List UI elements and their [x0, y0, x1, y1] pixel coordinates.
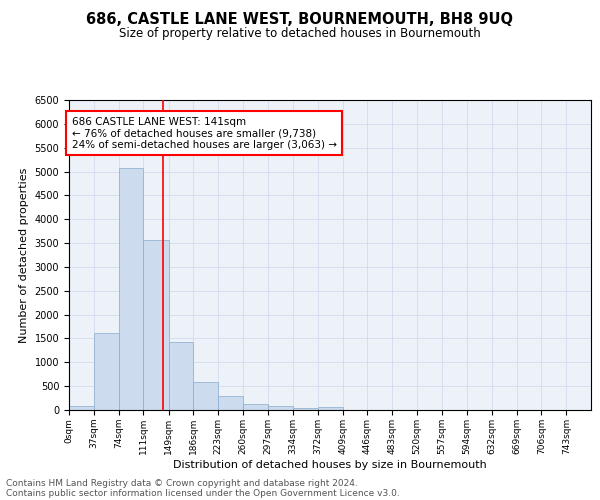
Y-axis label: Number of detached properties: Number of detached properties — [19, 168, 29, 342]
Text: Size of property relative to detached houses in Bournemouth: Size of property relative to detached ho… — [119, 28, 481, 40]
Bar — [94, 332, 119, 410]
Bar — [293, 408, 318, 410]
Bar — [193, 382, 218, 410]
Bar — [69, 406, 94, 410]
Bar — [119, 168, 143, 410]
X-axis label: Distribution of detached houses by size in Bournemouth: Distribution of detached houses by size … — [173, 460, 487, 469]
Text: 686, CASTLE LANE WEST, BOURNEMOUTH, BH8 9UQ: 686, CASTLE LANE WEST, BOURNEMOUTH, BH8 … — [86, 12, 514, 28]
Text: Contains HM Land Registry data © Crown copyright and database right 2024.: Contains HM Land Registry data © Crown c… — [6, 478, 358, 488]
Bar — [218, 396, 243, 410]
Bar — [169, 342, 193, 410]
Bar — [143, 240, 169, 410]
Text: Contains public sector information licensed under the Open Government Licence v3: Contains public sector information licen… — [6, 488, 400, 498]
Bar — [243, 404, 268, 410]
Bar — [318, 407, 343, 410]
Bar — [268, 406, 293, 410]
Text: 686 CASTLE LANE WEST: 141sqm
← 76% of detached houses are smaller (9,738)
24% of: 686 CASTLE LANE WEST: 141sqm ← 76% of de… — [71, 116, 337, 150]
